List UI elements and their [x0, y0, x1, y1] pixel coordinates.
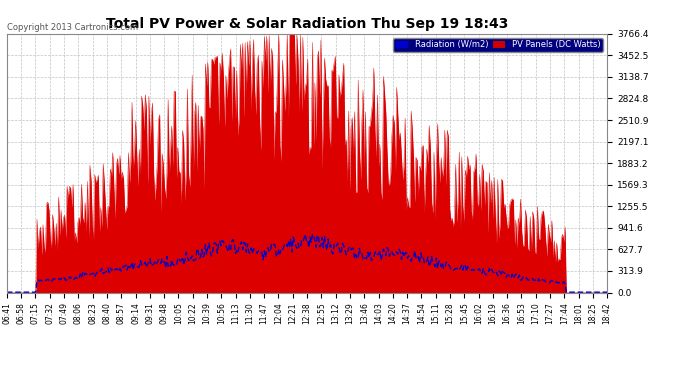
Legend: Radiation (W/m2), PV Panels (DC Watts): Radiation (W/m2), PV Panels (DC Watts) — [393, 38, 603, 52]
Text: Copyright 2013 Cartronics.com: Copyright 2013 Cartronics.com — [7, 23, 138, 32]
Title: Total PV Power & Solar Radiation Thu Sep 19 18:43: Total PV Power & Solar Radiation Thu Sep… — [106, 17, 509, 31]
